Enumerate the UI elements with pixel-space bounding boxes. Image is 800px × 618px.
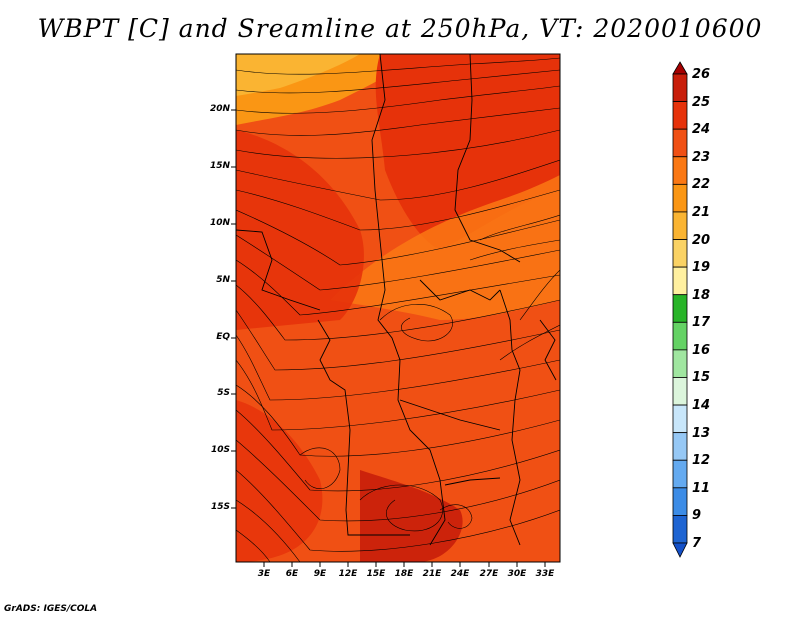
colorbar-label: 19	[692, 260, 711, 276]
colorbar-label: 14	[692, 398, 711, 414]
lon-label-18e: 18E	[394, 569, 414, 579]
lon-label-6e: 6E	[285, 569, 299, 579]
colorbar-box	[672, 459, 688, 489]
colorbar-box	[672, 432, 688, 461]
colorbar-box	[672, 239, 688, 268]
colorbar-label: 18	[692, 287, 711, 303]
colorbar-label: 26	[692, 67, 711, 82]
lon-label-12e: 12E	[338, 569, 358, 579]
lon-label-24e: 24E	[450, 569, 470, 579]
lon-label-9e: 9E	[313, 569, 327, 579]
colorbar-label: 23	[692, 149, 711, 165]
lon-label-21e: 21E	[422, 569, 442, 579]
colorbar-box	[672, 101, 688, 130]
lat-label-15n: 15N	[209, 161, 230, 171]
colorbar-label: 13	[692, 425, 711, 441]
colorbar-label: 9	[692, 508, 702, 524]
lon-label-27e: 27E	[479, 569, 499, 579]
lon-label-3e: 3E	[257, 569, 271, 579]
colorbar-label: 16	[692, 342, 711, 358]
colorbar-box	[672, 73, 688, 102]
footer-credit: GrADS: IGES/COLA	[4, 604, 98, 614]
colorbar-label: 15	[692, 370, 711, 386]
lat-label-10n: 10N	[209, 218, 230, 228]
map-frame	[235, 53, 561, 563]
colorbar-box	[672, 128, 688, 158]
axis-ticks	[231, 109, 546, 567]
colorbar-box	[672, 183, 688, 213]
lat-label-20n: 20N	[209, 104, 230, 114]
colorbar-top-arrow	[672, 61, 688, 75]
colorbar-label: 12	[692, 453, 711, 469]
lat-label-5n: 5N	[216, 275, 230, 285]
colorbar-label: 21	[692, 204, 711, 220]
colorbar-box	[672, 156, 688, 185]
colorbar-box	[672, 515, 688, 544]
lat-label-15s: 15S	[210, 502, 230, 512]
colorbar-box	[672, 321, 688, 351]
wbpt-field	[236, 54, 560, 562]
lat-label-5s: 5S	[217, 388, 230, 398]
colorbar-label: 20	[692, 232, 711, 248]
lon-label-33e: 33E	[535, 569, 555, 579]
colorbar-box	[672, 211, 688, 240]
lon-label-15e: 15E	[366, 569, 386, 579]
streamlines	[236, 57, 560, 562]
colorbar-label: 25	[692, 94, 711, 110]
colorbar-box	[672, 377, 688, 406]
country-borders	[236, 54, 557, 546]
colorbar-box	[672, 294, 688, 323]
colorbar-label: 7	[692, 536, 702, 551]
colorbar-label: 17	[692, 315, 711, 331]
colorbar-label: 11	[692, 480, 711, 496]
colorbar-bottom-arrow	[672, 542, 688, 558]
colorbar-box	[672, 404, 688, 434]
colorbar-label: 24	[692, 122, 711, 138]
lat-label-10s: 10S	[210, 445, 230, 455]
chart-title: WBPT [C] and Sreamline at 250hPa, VT: 20…	[37, 14, 763, 43]
colorbar-box	[672, 266, 688, 296]
colorbar-box	[672, 487, 688, 516]
lat-label-eq: EQ	[216, 332, 230, 342]
colorbar-box	[672, 349, 688, 378]
colorbar	[672, 61, 688, 558]
colorbar-label: 22	[692, 177, 711, 193]
lon-label-30e: 30E	[507, 569, 527, 579]
